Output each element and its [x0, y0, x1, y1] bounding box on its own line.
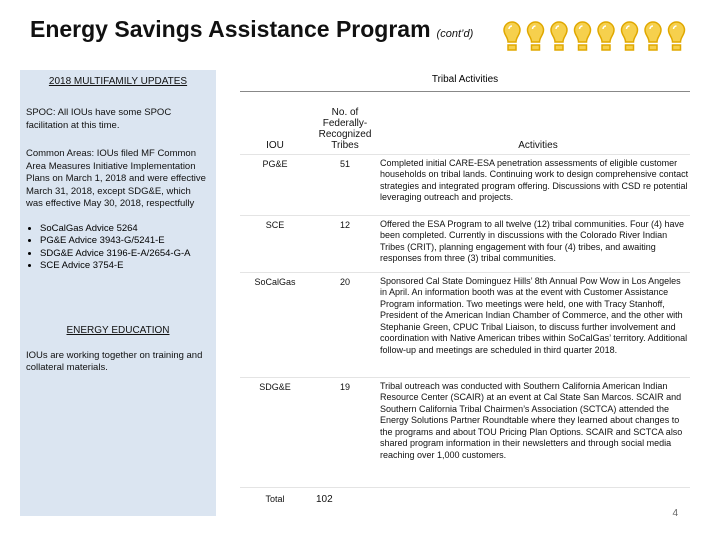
activities-cell: Offered the ESA Program to all twelve (1… — [380, 215, 690, 273]
section-heading: ENERGY EDUCATION — [66, 324, 170, 336]
table-row: PG&E 51 Completed initial CARE-ESA penetra… — [240, 154, 690, 216]
table-row: SCE 12 Offered the ESA Program to all twel… — [240, 215, 690, 273]
iou-cell: SoCalGas — [240, 272, 310, 378]
left-panel: 2018 MULTIFAMILY UPDATES SPOC: All IOUs … — [20, 70, 216, 516]
total-label: Total — [265, 493, 285, 504]
page-number: 4 — [672, 508, 678, 519]
bulb-icon — [644, 21, 662, 51]
table-block: Tribal Activities IOU No. of Federally-R… — [240, 72, 690, 505]
activities-cell: Completed initial CARE-ESA penetration a… — [380, 154, 690, 216]
total-row: Total 102 — [240, 487, 690, 505]
bullet: SCE Advice 3754-E — [40, 260, 216, 273]
bulb-icon — [597, 21, 615, 51]
bulb-highlight — [649, 25, 654, 30]
bulb-icons — [503, 21, 686, 51]
bulb-highlight — [508, 25, 513, 30]
table-row: SoCalGas 20 Sponsored Cal State Dominguez … — [240, 272, 690, 378]
tribes-cell: 20 — [310, 272, 380, 378]
panel-heading: 2018 MULTIFAMILY UPDATES — [48, 76, 188, 87]
bulb-icon — [667, 21, 686, 51]
bullet: PG&E Advice 3943-G/5241-E — [40, 235, 216, 248]
column-header: IOU — [240, 92, 310, 155]
bulb-icon — [550, 21, 568, 51]
table-row: SDG&E 19 Tribal outreach was conducted wit… — [240, 377, 690, 488]
bullet-list: SoCalGas Advice 5264 PG&E Advice 3943-G/… — [20, 223, 216, 273]
paragraph: SPOC: All IOUs have some SPOC facilitati… — [26, 107, 172, 131]
column-header: No. of Federally-Recognized Tribes — [310, 92, 380, 155]
column-header: Activities — [380, 92, 690, 155]
header-row: IOU No. of Federally-Recognized Tribes A… — [240, 92, 690, 155]
title-block: Energy Savings Assistance Program (cont’d… — [30, 16, 473, 43]
bullet: SDG&E Advice 3196-E-A/2654-G-A — [40, 248, 216, 261]
tribes-cell: 12 — [310, 215, 380, 273]
bulb-highlight — [531, 25, 536, 30]
total-value: 102 — [316, 493, 333, 505]
bulb-icon — [503, 21, 521, 51]
tribes-cell: 51 — [310, 154, 380, 216]
bulb-icon — [620, 21, 639, 51]
table-title: Tribal Activities — [240, 72, 690, 92]
bulb-highlight — [625, 25, 630, 30]
bulb-highlight — [602, 25, 607, 30]
table: IOU No. of Federally-Recognized Tribes A… — [240, 92, 690, 505]
subtitle: (cont’d) — [436, 28, 474, 40]
iou-cell: SDG&E — [240, 377, 310, 488]
bulb-highlight — [555, 25, 560, 30]
bulb-icon — [526, 21, 545, 51]
paragraph: IOUs are working together on training an… — [26, 349, 203, 374]
title: Energy Savings Assistance Program — [30, 16, 431, 42]
tribes-cell: 19 — [310, 377, 380, 488]
activities-cell: Tribal outreach was conducted with South… — [380, 377, 690, 488]
bullet: SoCalGas Advice 5264 — [40, 223, 216, 236]
bulb-icon — [573, 21, 592, 51]
iou-cell: PG&E — [240, 154, 310, 216]
bulb-highlight — [578, 25, 583, 30]
iou-cell: SCE — [240, 215, 310, 273]
paragraph: Common Areas: IOUs filed MF Common Area … — [26, 148, 206, 209]
activities-cell: Sponsored Cal State Dominguez Hills’ 8th… — [380, 272, 690, 378]
bulb-highlight — [672, 25, 677, 30]
